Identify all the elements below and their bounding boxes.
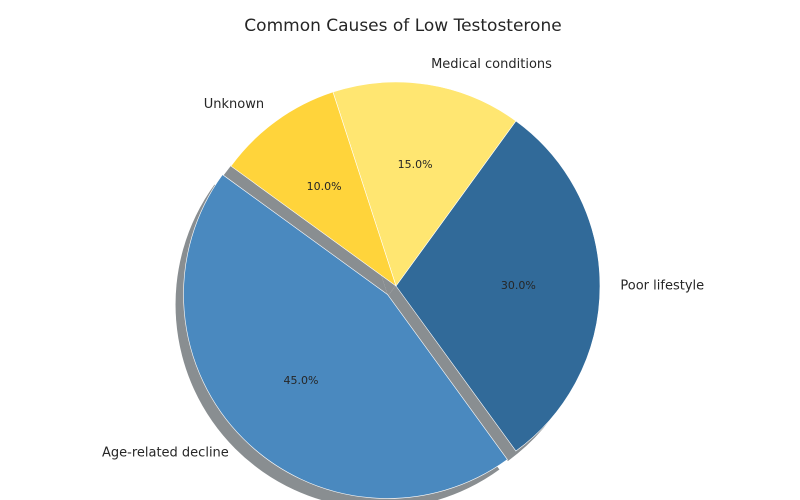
pie-slice-age-related-decline <box>183 174 508 499</box>
pie-slice-medical-conditions <box>332 81 517 287</box>
category-label-medical-conditions: Medical conditions <box>431 57 552 72</box>
category-label-unknown: Unknown <box>204 97 264 112</box>
percent-label-medical-conditions: 15.0% <box>398 158 433 171</box>
percent-label-age-related-decline: 45.0% <box>284 374 319 387</box>
label-layer: 45.0% Age-related decline 30.0% Poor lifest… <box>102 57 704 461</box>
category-label-poor-lifestyle: Poor lifestyle <box>620 279 704 294</box>
category-label-age-related-decline: Age-related decline <box>102 446 229 461</box>
pie-slice-poor-lifestyle <box>395 120 601 452</box>
percent-label-poor-lifestyle: 30.0% <box>501 279 536 292</box>
pie-slice-unknown <box>230 91 397 287</box>
chart-title: Common Causes of Low Testosterone <box>244 16 561 36</box>
slice-layer <box>183 81 601 499</box>
percent-label-unknown: 10.0% <box>307 180 342 193</box>
